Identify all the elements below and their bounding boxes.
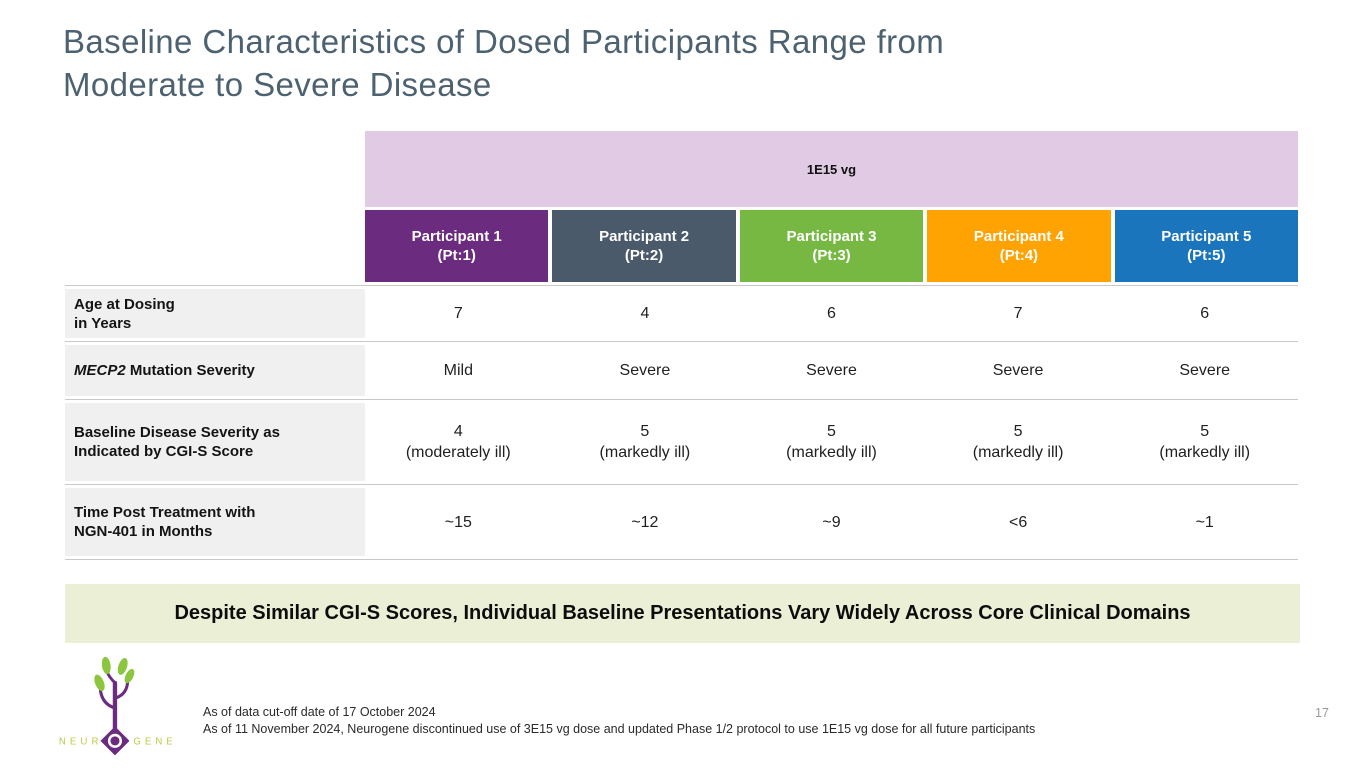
table-cell: Severe xyxy=(806,362,857,379)
participant-4-sublabel: (Pt:4) xyxy=(999,247,1039,264)
row-label: Age at Dosing in Years xyxy=(74,295,175,332)
dose-header-spacer xyxy=(65,131,365,207)
participant-4-header: Participant 4 (Pt:4) xyxy=(927,210,1111,282)
table-cell: Severe xyxy=(1179,362,1231,379)
table-cell: 4 (moderately ill) xyxy=(405,423,511,461)
table-cell: Mild xyxy=(443,362,473,379)
baseline-characteristics-table: 1E15 vg Participant 1 (Pt:1) Participant… xyxy=(65,131,1298,560)
table-cell: 5 (markedly ill) xyxy=(786,423,877,461)
row-label-cell: MECP2 Mutation Severity xyxy=(65,342,365,399)
table-cell: 7 xyxy=(1013,305,1023,322)
row-label: MECP2 Mutation Severity xyxy=(74,362,255,379)
participant-header-spacer xyxy=(65,210,365,282)
participant-5-header: Participant 5 (Pt:5) xyxy=(1114,210,1298,282)
dose-group-header-row: 1E15 vg xyxy=(65,131,1298,207)
logo-wordmark-left: NEUR xyxy=(59,737,103,748)
row-label-cell: Age at Dosing in Years xyxy=(65,286,365,341)
participant-5-label: Participant 5 xyxy=(1161,228,1252,245)
participant-header-grid: Participant 1 (Pt:1) Participant 2 (Pt:2… xyxy=(365,210,1298,282)
table-cell: <6 xyxy=(1008,513,1028,531)
page-title: Baseline Characteristics of Dosed Partic… xyxy=(63,23,945,103)
dose-group-header: 1E15 vg xyxy=(365,131,1298,207)
table-cell: ~12 xyxy=(631,513,659,531)
participant-header-row: Participant 1 (Pt:1) Participant 2 (Pt:2… xyxy=(65,210,1298,282)
row-label: Time Post Treatment with NGN-401 in Mont… xyxy=(74,504,256,540)
table-cell: 6 xyxy=(827,305,836,322)
participant-1-label: Participant 1 xyxy=(411,228,502,245)
table-row-time-post-treatment: Time Post Treatment with NGN-401 in Mont… xyxy=(65,484,1298,560)
participant-5-sublabel: (Pt:5) xyxy=(1187,247,1226,264)
table-cell: Severe xyxy=(619,362,671,379)
row-label: Baseline Disease Severity as Indicated b… xyxy=(74,424,280,460)
table-cell: ~15 xyxy=(444,513,472,531)
table-cell: 6 xyxy=(1200,305,1210,322)
footnote-line: As of data cut-off date of 17 October 20… xyxy=(203,705,436,719)
participant-3-header: Participant 3 (Pt:3) xyxy=(739,210,924,282)
logo-diamond xyxy=(100,726,130,756)
table-cell: Severe xyxy=(992,362,1044,379)
logo-wordmark-right: GENE xyxy=(133,737,172,748)
participant-3-sublabel: (Pt:3) xyxy=(812,247,851,264)
table-cell: 5 (markedly ill) xyxy=(972,423,1064,461)
logo-tree-branch-right xyxy=(113,681,130,700)
neurogene-logo-graphic: NEUR GENE xyxy=(59,656,172,756)
participant-2-sublabel: (Pt:2) xyxy=(624,247,664,264)
logo-tree-branch-topleft xyxy=(105,670,117,685)
table-cell: ~1 xyxy=(1195,513,1214,531)
row-label-cell: Baseline Disease Severity as Indicated b… xyxy=(65,400,365,484)
key-takeaway-banner: Despite Similar CGI-S Scores, Individual… xyxy=(65,584,1300,643)
footnote-line: As of 11 November 2024, Neurogene discon… xyxy=(203,722,1036,736)
participant-2-header: Participant 2 (Pt:2) xyxy=(552,210,736,282)
table-cell: ~9 xyxy=(822,513,841,531)
logo-tree-branch-left xyxy=(98,689,117,710)
participant-1-header: Participant 1 (Pt:1) xyxy=(365,210,549,282)
table-cell: 5 (markedly ill) xyxy=(599,423,691,461)
table-cell: 5 (markedly ill) xyxy=(1159,423,1251,461)
page-number: 17 xyxy=(1315,706,1329,720)
table-row-cgis-score: Baseline Disease Severity as Indicated b… xyxy=(65,399,1298,484)
neurogene-logo: NEUR GENE xyxy=(56,656,172,760)
table-row-mecp2-mutation-severity: MECP2 Mutation Severity Mild Severe Seve… xyxy=(65,341,1298,399)
row-label-cell: Time Post Treatment with NGN-401 in Mont… xyxy=(65,485,365,559)
key-takeaway-text: Despite Similar CGI-S Scores, Individual… xyxy=(174,602,1191,624)
participant-4-label: Participant 4 xyxy=(973,228,1064,245)
participant-2-label: Participant 2 xyxy=(599,228,690,245)
logo-ring xyxy=(107,733,123,748)
table-row-age-at-dosing: Age at Dosing in Years 7 4 6 7 6 xyxy=(65,285,1298,341)
footnotes: As of data cut-off date of 17 October 20… xyxy=(203,704,1035,738)
table-body: Age at Dosing in Years 7 4 6 7 6 MECP2 M… xyxy=(65,285,1298,560)
participant-1-sublabel: (Pt:1) xyxy=(437,247,476,264)
participant-3-label: Participant 3 xyxy=(786,228,877,245)
logo-leaves xyxy=(94,656,135,692)
table-cell: 7 xyxy=(453,305,463,322)
table-cell: 4 xyxy=(640,305,650,322)
